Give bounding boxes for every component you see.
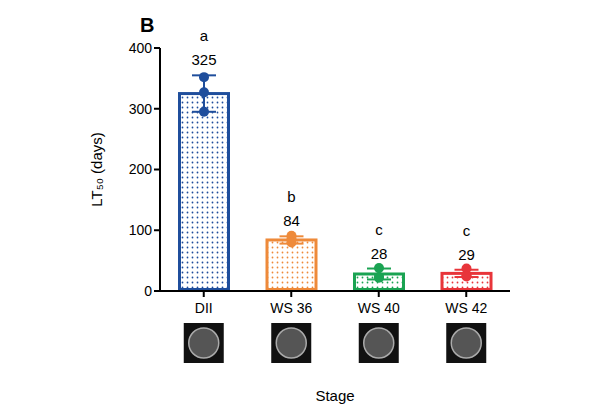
svg-text:WS 36: WS 36 — [270, 300, 312, 316]
svg-text:DII: DII — [195, 300, 213, 316]
svg-text:WS 40: WS 40 — [358, 300, 400, 316]
svg-text:29: 29 — [458, 246, 475, 263]
svg-text:LT₅₀ (days): LT₅₀ (days) — [88, 132, 105, 207]
svg-text:c: c — [375, 221, 383, 238]
svg-text:0: 0 — [144, 283, 152, 299]
svg-text:200: 200 — [129, 161, 153, 177]
svg-text:b: b — [287, 188, 295, 205]
svg-text:a: a — [200, 27, 209, 44]
svg-text:28: 28 — [371, 245, 388, 262]
svg-text:84: 84 — [283, 212, 300, 229]
svg-text:400: 400 — [129, 40, 153, 56]
html-text:B: B — [140, 14, 155, 36]
svg-text:325: 325 — [191, 51, 216, 68]
svg-text:100: 100 — [129, 222, 153, 238]
svg-text:c: c — [463, 222, 471, 239]
svg-text:300: 300 — [129, 101, 153, 117]
svg-text:Stage: Stage — [315, 387, 354, 404]
svg-text:WS 42: WS 42 — [445, 300, 487, 316]
